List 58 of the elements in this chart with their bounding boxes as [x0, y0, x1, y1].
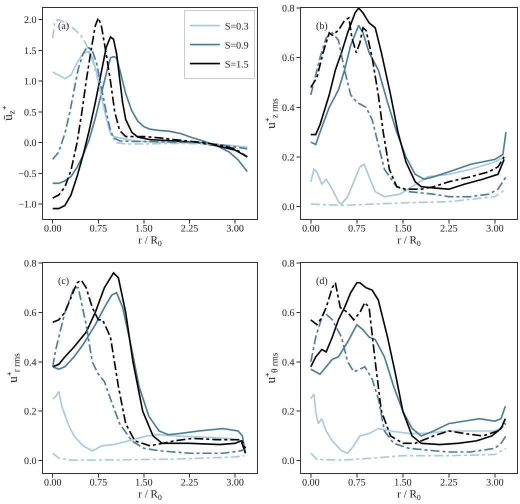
x-tick-label: 0.00	[44, 478, 62, 488]
x-tick-label: 2.25	[440, 478, 458, 488]
x-tick-label: 0.00	[302, 224, 320, 234]
y-tick-label: 0.2	[282, 406, 294, 418]
y-tick-label: 0.8	[24, 258, 36, 270]
y-tick-label: 0.6	[282, 308, 294, 319]
x-tick-label: 3.00	[226, 478, 244, 488]
x-tick-label: 3.00	[486, 478, 504, 488]
line-series	[310, 393, 505, 454]
x-tick-label: 3.00	[226, 224, 244, 234]
line-series	[52, 452, 246, 461]
legend-label: S=0.9	[224, 40, 249, 52]
y-tick-label: 0.4	[282, 357, 294, 368]
y-tick-label: 0.8	[282, 4, 294, 14]
y-tick-label: 0.2	[24, 406, 36, 418]
x-axis-title: r / R$_{0}$	[397, 234, 421, 248]
y-tick-label: 0.4	[24, 357, 36, 368]
legend-label: S=1.5	[224, 59, 249, 70]
legend-label: S=0.3	[224, 21, 249, 32]
annotation: (a)	[58, 21, 70, 32]
x-tick-label: 0.75	[348, 224, 366, 234]
x-axis-title: r / R$_{0}$	[138, 488, 162, 502]
y-tick-label: 1.0	[24, 76, 36, 88]
annotation: (c)	[58, 276, 70, 287]
x-tick-label: 1.50	[135, 224, 153, 234]
x-tick-label: 2.25	[180, 224, 198, 234]
y-tick-label: 2.0	[24, 15, 36, 26]
y-tick-label: 0.6	[282, 53, 294, 64]
y-tick-label: 1.5	[24, 46, 36, 57]
x-tick-label: 2.25	[440, 224, 458, 234]
y-tick-label: 0.0	[24, 138, 36, 150]
x-tick-label: 0.75	[90, 478, 108, 488]
line-series	[310, 312, 507, 453]
x-tick-label: 1.50	[394, 224, 412, 234]
y-tick-label: −0.5	[18, 168, 36, 180]
x-axis-title: r / R$_{0}$	[397, 488, 421, 502]
y-tick-label: 0.8	[282, 258, 294, 270]
y-tick-label: 0.0	[282, 202, 294, 214]
x-tick-label: 3.00	[486, 224, 504, 234]
y-tick-label: 0.2	[282, 152, 294, 164]
x-tick-label: 0.75	[90, 224, 108, 234]
x-axis-title: r / R$_{0}$	[138, 234, 162, 248]
y-tick-label: −1.0	[18, 200, 36, 211]
annotation: (b)	[316, 21, 328, 32]
annotation: (d)	[316, 276, 328, 287]
y-tick-label: 0.4	[282, 102, 294, 114]
x-tick-label: 0.00	[302, 478, 320, 488]
x-tick-label: 0.00	[44, 224, 62, 234]
x-tick-label: 1.50	[394, 478, 412, 488]
y-tick-label: 0.0	[282, 456, 294, 468]
y-tick-label: 0.6	[24, 308, 36, 319]
y-tick-label: 0.5	[24, 107, 36, 118]
x-tick-label: 0.75	[348, 478, 366, 488]
x-tick-label: 1.50	[135, 478, 153, 488]
line-series	[310, 447, 507, 461]
line-series	[310, 156, 505, 205]
x-tick-label: 2.25	[180, 478, 198, 488]
y-tick-label: 0.0	[24, 456, 36, 468]
